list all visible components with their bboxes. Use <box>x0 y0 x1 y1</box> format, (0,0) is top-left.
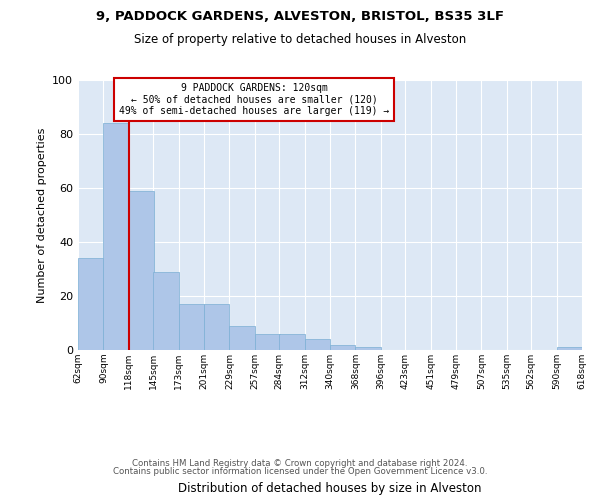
Bar <box>204 304 229 350</box>
Bar <box>355 348 381 350</box>
Bar <box>179 304 204 350</box>
Bar <box>255 334 280 350</box>
Bar <box>330 344 355 350</box>
Text: Contains HM Land Registry data © Crown copyright and database right 2024.: Contains HM Land Registry data © Crown c… <box>132 458 468 468</box>
Bar <box>78 258 103 350</box>
Text: Contains public sector information licensed under the Open Government Licence v3: Contains public sector information licen… <box>113 467 487 476</box>
Text: Size of property relative to detached houses in Alveston: Size of property relative to detached ho… <box>134 32 466 46</box>
Bar <box>129 190 154 350</box>
Bar <box>279 334 305 350</box>
Text: Distribution of detached houses by size in Alveston: Distribution of detached houses by size … <box>178 482 482 495</box>
Bar <box>229 326 255 350</box>
Bar <box>103 123 129 350</box>
Y-axis label: Number of detached properties: Number of detached properties <box>37 128 47 302</box>
Text: 9 PADDOCK GARDENS: 120sqm
← 50% of detached houses are smaller (120)
49% of semi: 9 PADDOCK GARDENS: 120sqm ← 50% of detac… <box>119 82 389 116</box>
Bar <box>305 339 330 350</box>
Bar <box>153 272 179 350</box>
Bar <box>557 348 582 350</box>
Text: 9, PADDOCK GARDENS, ALVESTON, BRISTOL, BS35 3LF: 9, PADDOCK GARDENS, ALVESTON, BRISTOL, B… <box>96 10 504 23</box>
